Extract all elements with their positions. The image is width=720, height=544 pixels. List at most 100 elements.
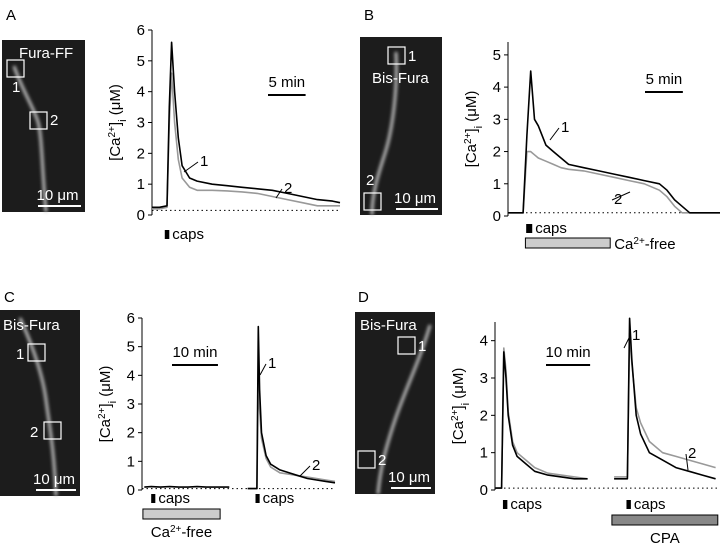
trace-label: 2 (688, 445, 696, 462)
time-scale-label: 10 min (546, 344, 591, 361)
label: [Ca2+]i (μM) (107, 84, 130, 161)
trace-leader (299, 465, 311, 477)
label-part: Ca (614, 236, 634, 253)
time-scale-label: 5 min (646, 71, 683, 88)
time-scale-label: 5 min (268, 74, 305, 91)
trace-label: 1 (561, 119, 569, 136)
trace-leader (685, 453, 689, 471)
y-tick-label: 4 (137, 84, 145, 101)
roi-label: 1 (12, 79, 20, 96)
y-tick-label: 6 (137, 22, 145, 39)
stimulus (526, 224, 533, 233)
condition (524, 237, 611, 249)
y-tick-label: 5 (137, 53, 145, 70)
image-label: Bis-Fura (3, 317, 60, 334)
label: Ca2+-free (151, 524, 212, 542)
y-tick-label: 5 (127, 339, 135, 356)
y-tick-label: 4 (480, 333, 488, 350)
roi-label: 2 (30, 424, 38, 441)
y-tick-label: 3 (137, 115, 145, 132)
label-part: 2+ (463, 132, 474, 144)
trace-label: 1 (268, 355, 276, 372)
trace-leader (623, 335, 631, 349)
label-part: CPA (650, 530, 680, 544)
label-part: [Ca (463, 143, 480, 167)
trace-label: 1 (632, 327, 640, 344)
label-part: Ca (151, 524, 171, 541)
micrograph (0, 310, 80, 496)
roi-box (363, 192, 382, 211)
y-tick-label: 2 (137, 145, 145, 162)
neurite (376, 324, 432, 495)
stimulus-label: caps (510, 496, 542, 513)
roi-box (397, 336, 416, 355)
y-tick-label: 6 (127, 310, 135, 327)
y-tick-label: 0 (480, 482, 488, 499)
trace-leader (549, 127, 560, 141)
label-part: 2+ (107, 126, 118, 138)
y-tick-label: 2 (493, 144, 501, 161)
image-scale-label: 10 μm (388, 469, 430, 486)
roi-label: 1 (418, 338, 426, 355)
y-tick-label: 3 (493, 111, 501, 128)
y-tick-label: 1 (493, 176, 501, 193)
label-part: ] (107, 122, 124, 126)
trace-label: 2 (614, 191, 622, 208)
roi-label: 2 (50, 112, 58, 129)
label: [Ca2+]i (μM) (463, 91, 486, 168)
roi-label: 2 (366, 172, 374, 189)
roi-box (387, 46, 406, 65)
stimulus-label: caps (172, 226, 204, 243)
stimulus-label: caps (263, 490, 295, 507)
image-label: Fura-FF (19, 45, 73, 62)
label-part: ] (450, 405, 467, 409)
trace-label: 1 (200, 153, 208, 170)
image-scale-label: 10 μm (394, 190, 436, 207)
stimulus (151, 494, 156, 503)
y-tick-label: 1 (480, 445, 488, 462)
trace-leader (275, 188, 283, 199)
panel-letter: B (364, 7, 374, 24)
image-label: Bis-Fura (372, 70, 429, 87)
y-tick-label: 3 (127, 396, 135, 413)
y-tick-label: 4 (127, 367, 135, 384)
trace-leader (183, 161, 199, 173)
stimulus (502, 500, 508, 509)
label-part: (μM) (97, 366, 114, 401)
label-part: i (460, 403, 472, 405)
y-tick-label: 0 (493, 208, 501, 225)
trace-leader (611, 191, 631, 201)
y-tick-label: 1 (137, 176, 145, 193)
image-scale-label: 10 μm (37, 187, 79, 204)
label-part: 2+ (170, 524, 182, 535)
label-part: i (473, 126, 485, 128)
roi-label: 1 (16, 346, 24, 363)
y-tick-label: 1 (127, 453, 135, 470)
roi-box (6, 59, 25, 78)
label-part: [Ca (97, 418, 114, 442)
label: Ca2+-free (614, 236, 675, 254)
neurite (18, 317, 58, 497)
label-part: 2+ (450, 409, 461, 421)
label-part: i (117, 119, 129, 121)
image-scale-label: 10 μm (33, 471, 75, 488)
micrograph (355, 312, 435, 494)
condition (142, 508, 221, 520)
y-tick-label: 3 (480, 370, 488, 387)
label-part: 2+ (633, 236, 645, 247)
roi-box (27, 343, 46, 362)
roi-label: 1 (408, 48, 416, 65)
label-part: (μM) (107, 84, 124, 119)
trace (508, 150, 720, 214)
y-tick-label: 4 (493, 79, 501, 96)
trace (144, 325, 336, 490)
panel-letter: A (6, 7, 16, 24)
roi-box (29, 111, 48, 130)
label: [Ca2+]i (μM) (97, 366, 120, 443)
stimulus-label: caps (634, 496, 666, 513)
image-label: Bis-Fura (360, 317, 417, 334)
trace-label: 2 (312, 457, 320, 474)
stimulus (626, 500, 631, 509)
condition (611, 514, 719, 526)
label-part: ] (463, 128, 480, 132)
